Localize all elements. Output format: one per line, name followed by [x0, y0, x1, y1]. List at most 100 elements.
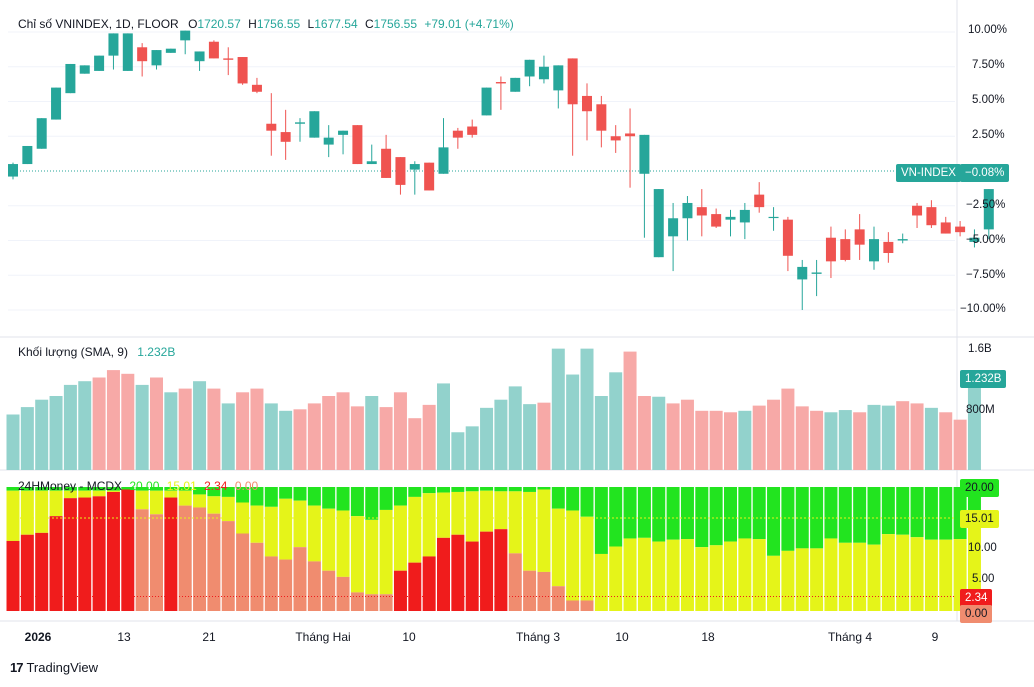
time-axis-label: 13: [117, 630, 131, 644]
candle-body: [955, 226, 966, 233]
mcdx-tag-0: 0.00: [960, 605, 993, 623]
candle-body: [883, 241, 894, 254]
mcdx-yellow-bar: [465, 491, 479, 542]
candle-body: [409, 164, 420, 170]
mcdx-yellow-bar: [49, 490, 63, 517]
volume-bar: [264, 403, 278, 470]
mcdx-green-bar: [451, 487, 465, 492]
mcdx-yellow-bar: [523, 491, 537, 571]
mcdx-green-bar: [853, 487, 867, 543]
mcdx-green-bar: [939, 487, 953, 540]
candle-body: [338, 130, 349, 135]
mcdx-green-bar: [609, 487, 623, 547]
candle-body: [295, 122, 305, 124]
time-axis-label: Tháng 4: [827, 630, 873, 644]
candle-body: [840, 239, 851, 260]
candle-body: [122, 33, 133, 71]
volume-bar: [193, 381, 207, 470]
mcdx-green-bar: [924, 487, 938, 540]
volume-bar: [752, 405, 766, 470]
symbol-name-tag: VN-INDEX: [896, 164, 961, 182]
mcdx-salmon-bar: [365, 594, 379, 611]
mcdx-yellow-bar: [63, 490, 77, 499]
mcdx-red-bar: [465, 541, 479, 611]
mcdx-yellow-bar: [566, 510, 580, 601]
volume-bar: [508, 386, 522, 470]
volume-bar: [336, 392, 350, 470]
mcdx-green-bar: [724, 487, 737, 542]
volume-bar: [307, 403, 321, 470]
mcdx-salmon-bar: [336, 576, 350, 611]
mcdx-green-bar: [695, 487, 709, 548]
mcdx-yellow-bar: [580, 516, 594, 601]
mcdx-green-bar: [6, 487, 20, 491]
mcdx-green-bar: [767, 487, 781, 556]
volume-bar: [35, 399, 49, 470]
mcdx-green-bar: [121, 487, 135, 491]
mcdx-green-bar: [207, 487, 221, 497]
mcdx-green-bar: [781, 487, 795, 551]
volume-bar: [523, 404, 537, 470]
mcdx-yellow-bar: [78, 490, 92, 498]
mcdx-green-bar: [63, 487, 77, 491]
volume-bar: [896, 401, 910, 470]
mcdx-yellow-bar: [910, 537, 924, 611]
volume-bar: [738, 410, 752, 470]
mcdx-yellow-bar: [767, 555, 781, 611]
candle-body: [366, 161, 377, 165]
last-price-tag: −0.08%: [960, 164, 1010, 182]
mcdx-yellow-bar: [236, 502, 250, 534]
mcdx-yellow-bar: [150, 490, 163, 515]
volume-bar: [393, 392, 407, 470]
mcdx-green-bar: [523, 487, 537, 492]
mcdx-yellow-bar: [307, 505, 321, 562]
mcdx-yellow-bar: [680, 539, 694, 611]
volume-bar: [967, 378, 981, 470]
mcdx-yellow-bar: [508, 491, 522, 554]
mcdx-yellow-bar: [164, 490, 178, 498]
candle-body: [625, 133, 636, 137]
tradingview-logo-text: TradingView: [26, 660, 99, 675]
mcdx-green-bar: [680, 487, 694, 540]
volume-bar: [379, 407, 393, 470]
volume-bar: [451, 432, 465, 470]
volume-bar: [150, 377, 163, 470]
mcdx-yellow-bar: [781, 550, 795, 611]
volume-bar: [652, 396, 666, 470]
candle-body: [481, 87, 492, 116]
mcdx-yellow-bar: [551, 508, 565, 587]
volume-bar: [63, 384, 77, 470]
mcdx-red-bar: [78, 497, 92, 611]
mcdx-green-bar: [336, 487, 350, 511]
mcdx-salmon-bar: [508, 553, 522, 611]
candle-body: [510, 77, 521, 92]
mcdx-salmon-bar: [566, 600, 580, 611]
candle-body: [223, 58, 234, 60]
time-axis-label: 18: [701, 630, 715, 644]
candle-body: [280, 132, 291, 142]
mcdx-red-bar: [437, 537, 450, 611]
volume-bar: [580, 348, 594, 470]
candle-body: [912, 205, 923, 216]
tradingview-logo[interactable]: 17 TradingView: [10, 660, 98, 675]
high-value: 1756.55: [256, 17, 301, 31]
mcdx-green-bar: [193, 487, 207, 495]
candle-body: [180, 30, 191, 41]
candle-body: [395, 157, 406, 185]
mcdx-yellow-bar: [594, 553, 608, 611]
mcdx-salmon-bar: [178, 505, 192, 611]
mcdx-green-bar: [566, 487, 580, 511]
candle-body: [782, 219, 793, 256]
mcdx-axis-label: 5.00: [972, 573, 995, 585]
candle-body: [897, 239, 908, 241]
mcdx-yellow-bar: [609, 546, 623, 611]
mcdx-yellow-bar: [637, 537, 651, 611]
mcdx-green-bar: [580, 487, 594, 517]
candle-body: [711, 214, 722, 227]
mcdx-yellow-bar: [967, 517, 981, 597]
mcdx-yellow-bar: [881, 534, 895, 611]
mcdx-red-bar: [6, 540, 20, 611]
mcdx-tag-15: 15.01: [960, 510, 999, 528]
mcdx-red-bar: [422, 556, 436, 611]
